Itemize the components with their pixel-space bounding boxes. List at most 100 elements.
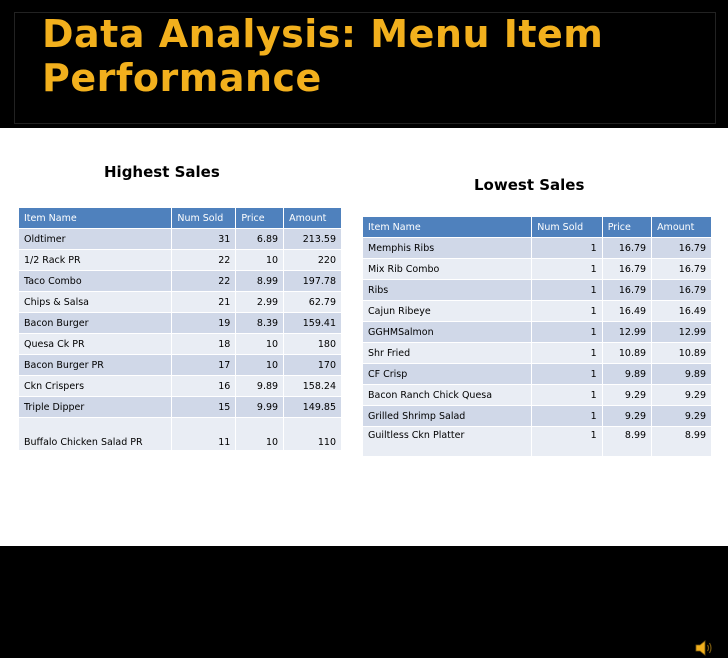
cell-price: 16.49: [602, 301, 652, 321]
cell-price: 9.89: [236, 376, 284, 396]
table-row: Guiltless Ckn Platter 1 8.99 8.99: [363, 427, 711, 456]
cell-amount: 8.99: [652, 427, 711, 456]
cell-price: 8.99: [236, 271, 284, 291]
cell-item-name: Shr Fried: [363, 343, 532, 363]
cell-num-sold: 15: [172, 397, 236, 417]
cell-price: 10: [236, 355, 284, 375]
column-header-item-name: Item Name: [19, 208, 172, 228]
cell-num-sold: 16: [172, 376, 236, 396]
table-row: Ckn Crispers 16 9.89 158.24: [19, 376, 341, 396]
cell-amount: 16.79: [652, 280, 711, 300]
cell-amount: 16.49: [652, 301, 711, 321]
table-header-row: Item Name Num Sold Price Amount: [363, 217, 711, 237]
cell-price: 12.99: [602, 322, 652, 342]
cell-item-name: Cajun Ribeye: [363, 301, 532, 321]
cell-num-sold: 19: [172, 313, 236, 333]
table-row: Ribs 1 16.79 16.79: [363, 280, 711, 300]
cell-price: 16.79: [602, 238, 652, 258]
table-row: Cajun Ribeye 1 16.49 16.49: [363, 301, 711, 321]
cell-item-name: Guiltless Ckn Platter: [363, 427, 532, 456]
column-header-amount: Amount: [652, 217, 711, 237]
cell-num-sold: 18: [172, 334, 236, 354]
cell-num-sold: 1: [532, 406, 602, 426]
cell-num-sold: 21: [172, 292, 236, 312]
table-row: Shr Fried 1 10.89 10.89: [363, 343, 711, 363]
table-row: Bacon Ranch Chick Quesa 1 9.29 9.29: [363, 385, 711, 405]
cell-price: 16.79: [602, 259, 652, 279]
column-header-price: Price: [602, 217, 652, 237]
cell-price: 9.99: [236, 397, 284, 417]
cell-num-sold: 1: [532, 427, 602, 456]
column-header-price: Price: [236, 208, 284, 228]
cell-amount: 170: [284, 355, 341, 375]
table-row: Grilled Shrimp Salad 1 9.29 9.29: [363, 406, 711, 426]
table-row: Triple Dipper 15 9.99 149.85: [19, 397, 341, 417]
table-row: CF Crisp 1 9.89 9.89: [363, 364, 711, 384]
cell-amount: 197.78: [284, 271, 341, 291]
cell-num-sold: 22: [172, 250, 236, 270]
column-header-amount: Amount: [284, 208, 341, 228]
cell-price: 16.79: [602, 280, 652, 300]
cell-item-name: Buffalo Chicken Salad PR: [19, 418, 172, 450]
cell-price: 10: [236, 250, 284, 270]
cell-item-name: Bacon Burger PR: [19, 355, 172, 375]
highest-sales-heading: Highest Sales: [104, 163, 220, 181]
cell-item-name: Grilled Shrimp Salad: [363, 406, 532, 426]
cell-amount: 9.89: [652, 364, 711, 384]
cell-price: 10.89: [602, 343, 652, 363]
cell-num-sold: 1: [532, 301, 602, 321]
cell-amount: 16.79: [652, 259, 711, 279]
cell-amount: 16.79: [652, 238, 711, 258]
cell-item-name: Chips & Salsa: [19, 292, 172, 312]
cell-item-name: Ckn Crispers: [19, 376, 172, 396]
cell-price: 6.89: [236, 229, 284, 249]
cell-item-name: Bacon Ranch Chick Quesa: [363, 385, 532, 405]
speaker-icon[interactable]: [694, 638, 714, 658]
title-frame: [14, 12, 716, 124]
table-row: Quesa Ck PR 18 10 180: [19, 334, 341, 354]
cell-item-name: Quesa Ck PR: [19, 334, 172, 354]
cell-price: 10: [236, 418, 284, 450]
cell-item-name: Triple Dipper: [19, 397, 172, 417]
cell-price: 10: [236, 334, 284, 354]
cell-amount: 10.89: [652, 343, 711, 363]
cell-amount: 220: [284, 250, 341, 270]
cell-item-name: Taco Combo: [19, 271, 172, 291]
column-header-num-sold: Num Sold: [172, 208, 236, 228]
cell-num-sold: 1: [532, 259, 602, 279]
table-row: Bacon Burger 19 8.39 159.41: [19, 313, 341, 333]
table-row: Bacon Burger PR 17 10 170: [19, 355, 341, 375]
cell-amount: 149.85: [284, 397, 341, 417]
lowest-sales-rows: Memphis Ribs 1 16.79 16.79 Mix Rib Combo 1 16.…: [363, 238, 711, 456]
cell-amount: 62.79: [284, 292, 341, 312]
table-row: Chips & Salsa 21 2.99 62.79: [19, 292, 341, 312]
table-header-row: Item Name Num Sold Price Amount: [19, 208, 341, 228]
cell-item-name: CF Crisp: [363, 364, 532, 384]
table-row: Buffalo Chicken Salad PR 11 10 110: [19, 418, 341, 450]
cell-amount: 12.99: [652, 322, 711, 342]
cell-price: 8.39: [236, 313, 284, 333]
lowest-sales-table: Item Name Num Sold Price Amount Memphis …: [362, 216, 712, 457]
cell-item-name: Memphis Ribs: [363, 238, 532, 258]
cell-num-sold: 1: [532, 364, 602, 384]
slide-content: Highest Sales Lowest Sales Item Name Num…: [0, 128, 728, 656]
cell-price: 2.99: [236, 292, 284, 312]
slide-title-line-2: Performance: [42, 56, 322, 100]
cell-num-sold: 1: [532, 322, 602, 342]
cell-num-sold: 22: [172, 271, 236, 291]
cell-price: 8.99: [602, 427, 652, 456]
slide-title-line-1: Data Analysis: Menu Item: [42, 12, 604, 56]
cell-item-name: Ribs: [363, 280, 532, 300]
lowest-sales-heading: Lowest Sales: [474, 176, 585, 194]
cell-num-sold: 31: [172, 229, 236, 249]
cell-amount: 159.41: [284, 313, 341, 333]
cell-amount: 9.29: [652, 406, 711, 426]
cell-item-name: Bacon Burger: [19, 313, 172, 333]
cell-item-name: Oldtimer: [19, 229, 172, 249]
cell-item-name: GGHMSalmon: [363, 322, 532, 342]
column-header-num-sold: Num Sold: [532, 217, 602, 237]
cell-price: 9.29: [602, 385, 652, 405]
cell-amount: 180: [284, 334, 341, 354]
cell-amount: 158.24: [284, 376, 341, 396]
cell-amount: 213.59: [284, 229, 341, 249]
